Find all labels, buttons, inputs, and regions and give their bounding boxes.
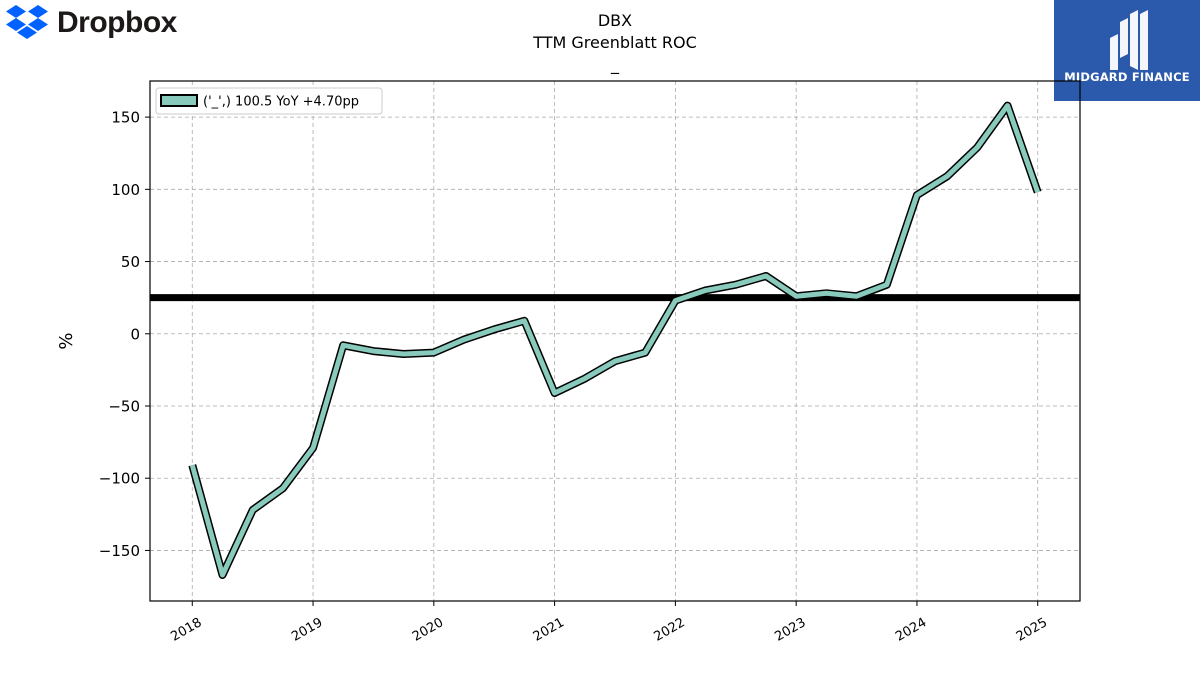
- x-tick-label: 2022: [652, 615, 688, 645]
- dropbox-logo-icon: [6, 5, 48, 39]
- y-tick-label: 50: [121, 253, 140, 271]
- x-tick-label: 2023: [772, 615, 808, 645]
- y-tick-label: 100: [111, 181, 140, 199]
- series-line: [189, 103, 1041, 578]
- legend-swatch: [160, 94, 198, 107]
- legend-label: ('_',) 100.5 YoY +4.70pp: [203, 95, 359, 110]
- series-line-outline: [188, 101, 1042, 579]
- x-tick-label: 2024: [893, 615, 929, 645]
- chart-subtitle: TTM Greenblatt ROC: [533, 33, 697, 52]
- legend-box: [155, 87, 383, 115]
- x-tick-label: 2018: [168, 615, 204, 645]
- y-tick-label: −50: [108, 398, 140, 416]
- chart-titles: DBX TTM Greenblatt ROC _: [415, 10, 815, 76]
- x-tick-label: 2021: [531, 615, 567, 645]
- chart-title: DBX: [597, 11, 633, 30]
- y-axis: −150 −100 −50 0 50 100 150: [99, 109, 150, 560]
- y-tick-label: −150: [99, 542, 140, 560]
- midgard-logo-icon: [1110, 10, 1148, 70]
- y-axis-label: %: [56, 332, 77, 349]
- legend: ('_',) 100.5 YoY +4.70pp: [155, 87, 383, 115]
- x-tick-label: 2025: [1014, 615, 1050, 645]
- y-tick-label: 150: [111, 109, 140, 127]
- plot-frame: [149, 80, 1081, 602]
- grid: [150, 81, 1080, 601]
- midgard-badge: MIDGARD FINANCE: [1054, 0, 1200, 101]
- badge-name: MIDGARD FINANCE: [1064, 70, 1190, 84]
- brand-name: Dropbox: [57, 6, 177, 39]
- y-tick-label: −100: [99, 470, 140, 488]
- series-layer: [188, 101, 1042, 579]
- x-tick-label: 2020: [410, 615, 446, 645]
- x-axis: 2018 2019 2020 2021 2022 2023 2024 2025: [168, 601, 1050, 645]
- y-tick-label: 0: [130, 325, 140, 343]
- chart-subtitle-2: _: [611, 55, 619, 74]
- brand-logo: Dropbox: [5, 4, 195, 42]
- x-tick-label: 2019: [289, 615, 325, 645]
